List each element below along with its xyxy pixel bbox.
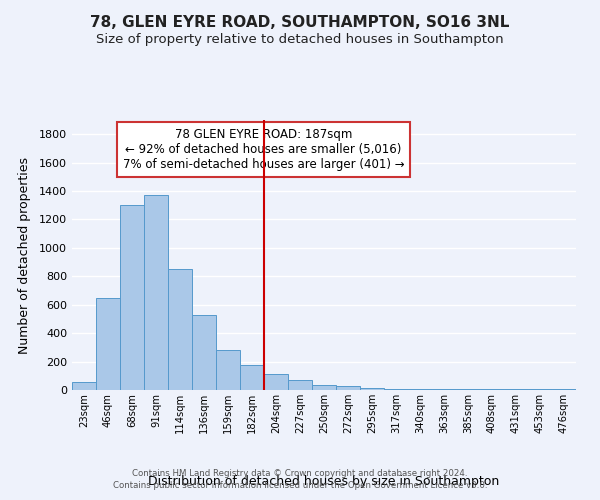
- Bar: [192, 316, 216, 390]
- Text: 78, GLEN EYRE ROAD, SOUTHAMPTON, SO16 3NL: 78, GLEN EYRE ROAD, SOUTHAMPTON, SO16 3N…: [91, 15, 509, 30]
- X-axis label: Distribution of detached houses by size in Southampton: Distribution of detached houses by size …: [148, 475, 500, 488]
- Text: 78 GLEN EYRE ROAD: 187sqm
← 92% of detached houses are smaller (5,016)
7% of sem: 78 GLEN EYRE ROAD: 187sqm ← 92% of detac…: [123, 128, 404, 171]
- Bar: [312, 385, 336, 390]
- Text: Contains HM Land Registry data © Crown copyright and database right 2024.: Contains HM Land Registry data © Crown c…: [132, 468, 468, 477]
- Bar: [432, 388, 456, 390]
- Bar: [216, 350, 240, 390]
- Y-axis label: Number of detached properties: Number of detached properties: [17, 156, 31, 354]
- Bar: [288, 380, 312, 390]
- Bar: [168, 269, 192, 390]
- Bar: [384, 388, 408, 390]
- Bar: [240, 365, 264, 390]
- Bar: [336, 386, 360, 390]
- Bar: [96, 298, 120, 390]
- Bar: [120, 204, 144, 390]
- Bar: [144, 196, 168, 390]
- Text: Contains public sector information licensed under the Open Government Licence v3: Contains public sector information licen…: [113, 481, 487, 490]
- Text: Size of property relative to detached houses in Southampton: Size of property relative to detached ho…: [96, 32, 504, 46]
- Bar: [72, 382, 96, 390]
- Bar: [408, 388, 432, 390]
- Bar: [360, 388, 384, 390]
- Bar: [264, 374, 288, 390]
